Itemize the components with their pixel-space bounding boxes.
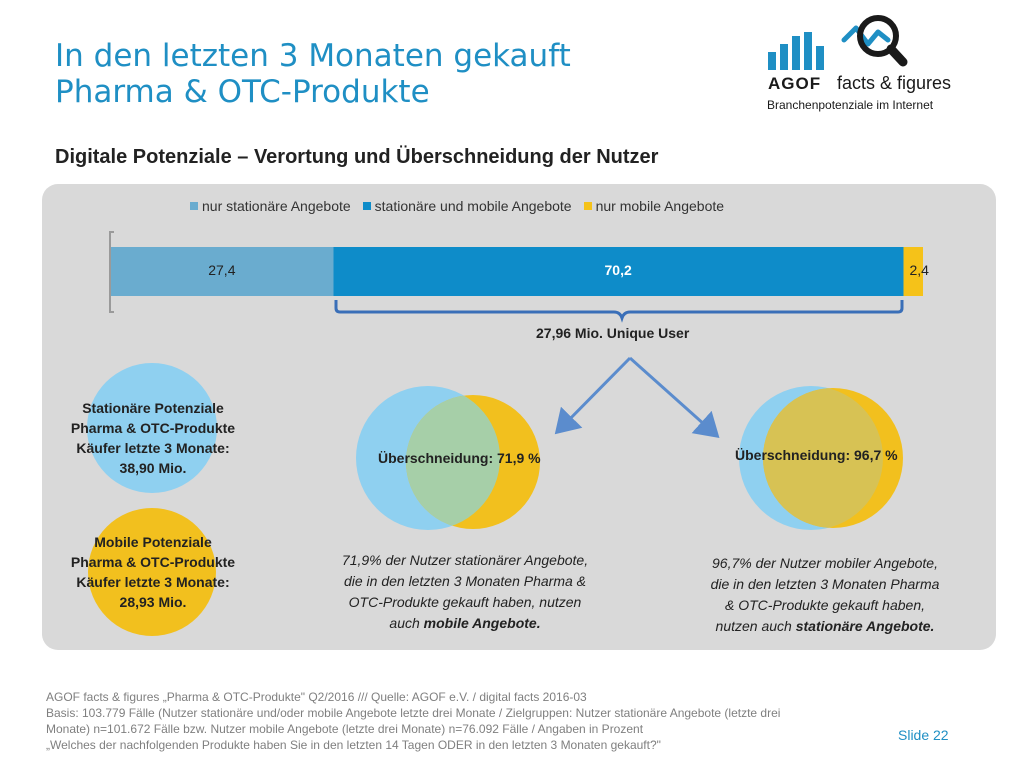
caption-right-line-4-bold: stationäre Angebote. [795, 618, 935, 634]
legend-swatch-stationary-only [190, 202, 198, 210]
stationary-line-2: Pharma & OTC-Produkte [70, 420, 236, 436]
logo-brand: AGOF [768, 74, 822, 93]
stationary-potential-text: Stationäre Potenziale Pharma & OTC-Produ… [58, 398, 248, 478]
footer-source: AGOF facts & figures „Pharma & OTC-Produ… [46, 689, 966, 753]
footer-line-1: AGOF facts & figures „Pharma & OTC-Produ… [46, 690, 587, 704]
mobile-line-1: Mobile Potenziale [94, 534, 212, 550]
chart-legend: nur stationäre Angebote stationäre und m… [190, 198, 724, 214]
legend-label-mobile-only: nur mobile Angebote [595, 198, 725, 214]
agof-logo: AGOF facts & figures Branchenpotenziale … [760, 10, 960, 115]
bar-label-stationary-only: 27,4 [208, 262, 236, 278]
caption-left-line-4-bold: mobile Angebote. [423, 615, 541, 631]
bar-segment-mobile-only [903, 247, 923, 296]
logo-graphic-icon [768, 15, 908, 70]
stationary-potential-circle [87, 363, 217, 493]
mobile-line-3: Käufer letzte 3 Monate: [76, 574, 230, 590]
legend-item-mobile-only: nur mobile Angebote [583, 198, 725, 214]
page-title: In den letzten 3 Monaten gekauft Pharma … [55, 38, 571, 110]
logo-tagline: Branchenpotenziale im Internet [767, 98, 934, 112]
slide-number: Slide 22 [898, 727, 949, 743]
legend-label-both: stationäre und mobile Angebote [374, 198, 572, 214]
mobile-potential-circle [88, 508, 216, 636]
caption-right-line-3: & OTC-Produkte gekauft haben, [725, 597, 925, 613]
legend-label-stationary-only: nur stationäre Angebote [202, 198, 351, 214]
arrow-right [629, 356, 720, 438]
legend-item-both: stationäre und mobile Angebote [362, 198, 572, 214]
caption-left-line-2: die in den letzten 3 Monaten Pharma & [343, 573, 587, 589]
legend-swatch-mobile-only [583, 202, 592, 210]
title-line-2: Pharma & OTC-Produkte [55, 74, 430, 110]
caption-left-line-1: 71,9% der Nutzer stationärer Angebote, [341, 552, 589, 568]
mobile-line-2: Pharma & OTC-Produkte [70, 554, 236, 570]
bar-segment-stationary-only [111, 247, 334, 296]
mobile-line-4: 28,93 Mio. [119, 594, 187, 610]
legend-swatch-both [362, 202, 371, 210]
caption-right-line-4: nutzen auch stationäre Angebote. [660, 616, 990, 637]
bar-label-mobile-only: 2,4 [909, 262, 929, 278]
stationary-line-1: Stationäre Potenziale [82, 400, 224, 416]
footer-line-3: Monate) n=101.672 Fälle bzw. Nutzer mobi… [46, 722, 644, 736]
venn-right-overlap [763, 388, 883, 528]
venn-left-label: Überschneidung: 71,9 % [378, 450, 541, 466]
venn-right [739, 386, 903, 530]
stacked-bar [111, 247, 923, 296]
arrow-left [554, 356, 632, 435]
stationary-line-3: Käufer letzte 3 Monate: [76, 440, 230, 456]
caption-right-line-4-prefix: nutzen auch [715, 618, 796, 634]
subtitle: Digitale Potenziale – Verortung und Über… [55, 146, 659, 168]
caption-left: 71,9% der Nutzer stationärer Angebote, d… [300, 550, 630, 634]
venn-right-label: Überschneidung: 96,7 % [735, 447, 898, 463]
caption-right-line-1: 96,7% der Nutzer mobiler Angebote, [712, 555, 938, 571]
footer-line-2: Basis: 103.779 Fälle (Nutzer stationäre … [46, 706, 781, 720]
axis-bracket-left [109, 231, 114, 313]
venn-left [356, 386, 540, 530]
unique-user-label: 27,96 Mio. Unique User [536, 325, 690, 341]
mobile-potential-text: Mobile Potenziale Pharma & OTC-Produkte … [58, 532, 248, 612]
bar-segment-both [333, 247, 904, 296]
caption-left-line-4: auch mobile Angebote. [300, 613, 630, 634]
footer-line-4: „Welches der nachfolgenden Produkte habe… [46, 738, 661, 752]
caption-right-line-2: die in den letzten 3 Monaten Pharma [710, 576, 940, 592]
unique-user-bracket [334, 300, 904, 323]
venn-left-overlap [406, 395, 500, 529]
stationary-line-4: 38,90 Mio. [119, 460, 187, 476]
bar-label-both: 70,2 [604, 262, 632, 278]
caption-left-line-4-prefix: auch [389, 615, 424, 631]
caption-left-line-3: OTC-Produkte gekauft haben, nutzen [348, 594, 582, 610]
title-line-1: In den letzten 3 Monaten gekauft [55, 38, 571, 74]
logo-product: facts & figures [837, 73, 952, 93]
legend-item-stationary-only: nur stationäre Angebote [190, 198, 351, 214]
caption-right: 96,7% der Nutzer mobiler Angebote, die i… [660, 553, 990, 637]
